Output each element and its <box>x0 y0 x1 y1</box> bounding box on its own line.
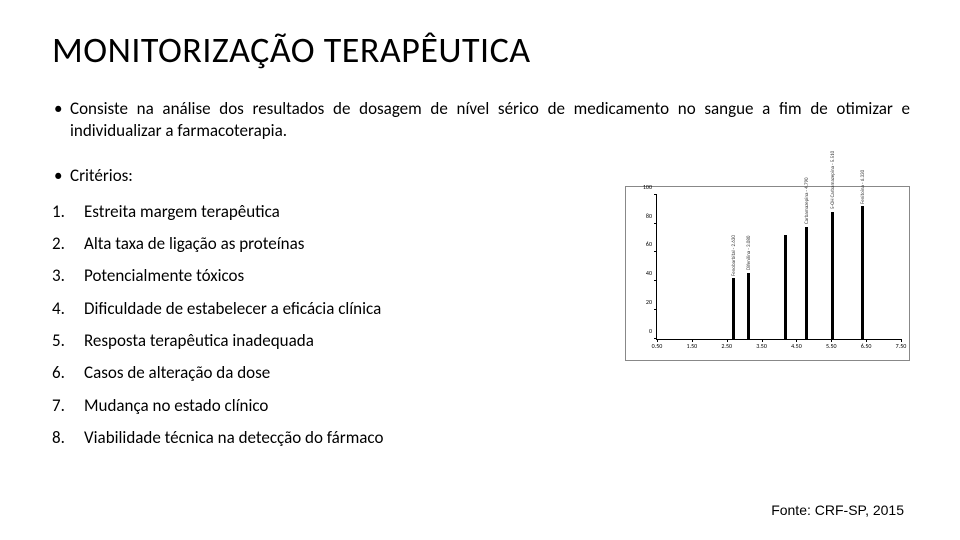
item-number: 5. <box>52 325 84 357</box>
slide-content: MONITORIZAÇÃO TERAPÊUTICA Consiste na an… <box>0 0 960 474</box>
item-text: Dificuldade de estabelecer a eficácia cl… <box>84 293 381 325</box>
content-row: 1.Estreita margem terapêutica 2.Alta tax… <box>52 196 910 454</box>
item-text: Estreita margem terapêutica <box>84 196 280 228</box>
item-number: 7. <box>52 390 84 422</box>
item-number: 4. <box>52 293 84 325</box>
chart-plot-area: 0204060801000.501.502.503.504.505.506.50… <box>656 195 901 340</box>
item-number: 6. <box>52 357 84 389</box>
list-item: 6.Casos de alteração da dose <box>52 357 605 389</box>
list-item: 1.Estreita margem terapêutica <box>52 196 605 228</box>
list-item: 2.Alta taxa de ligação as proteínas <box>52 228 605 260</box>
list-item: 3.Potencialmente tóxicos <box>52 260 605 292</box>
chromatogram-chart: 0204060801000.501.502.503.504.505.506.50… <box>625 186 910 361</box>
item-text: Mudança no estado clínico <box>84 390 268 422</box>
item-number: 2. <box>52 228 84 260</box>
numbered-list: 1.Estreita margem terapêutica 2.Alta tax… <box>52 196 605 454</box>
source-citation: Fonte: CRF-SP, 2015 <box>771 502 904 518</box>
list-item: 5.Resposta terapêutica inadequada <box>52 325 605 357</box>
item-text: Alta taxa de ligação as proteínas <box>84 228 304 260</box>
criterios-heading: Critérios: <box>52 165 910 186</box>
item-number: 3. <box>52 260 84 292</box>
item-number: 1. <box>52 196 84 228</box>
item-text: Resposta terapêutica inadequada <box>84 325 314 357</box>
list-item: 7.Mudança no estado clínico <box>52 390 605 422</box>
list-item: 4.Dificuldade de estabelecer a eficácia … <box>52 293 605 325</box>
item-text: Casos de alteração da dose <box>84 357 270 389</box>
intro-paragraph: Consiste na análise dos resultados de do… <box>52 98 910 143</box>
item-text: Potencialmente tóxicos <box>84 260 244 292</box>
slide-title: MONITORIZAÇÃO TERAPÊUTICA <box>52 28 910 72</box>
item-number: 8. <box>52 422 84 454</box>
list-item: 8.Viabilidade técnica na detecção do fár… <box>52 422 605 454</box>
item-text: Viabilidade técnica na detecção do fárma… <box>84 422 383 454</box>
